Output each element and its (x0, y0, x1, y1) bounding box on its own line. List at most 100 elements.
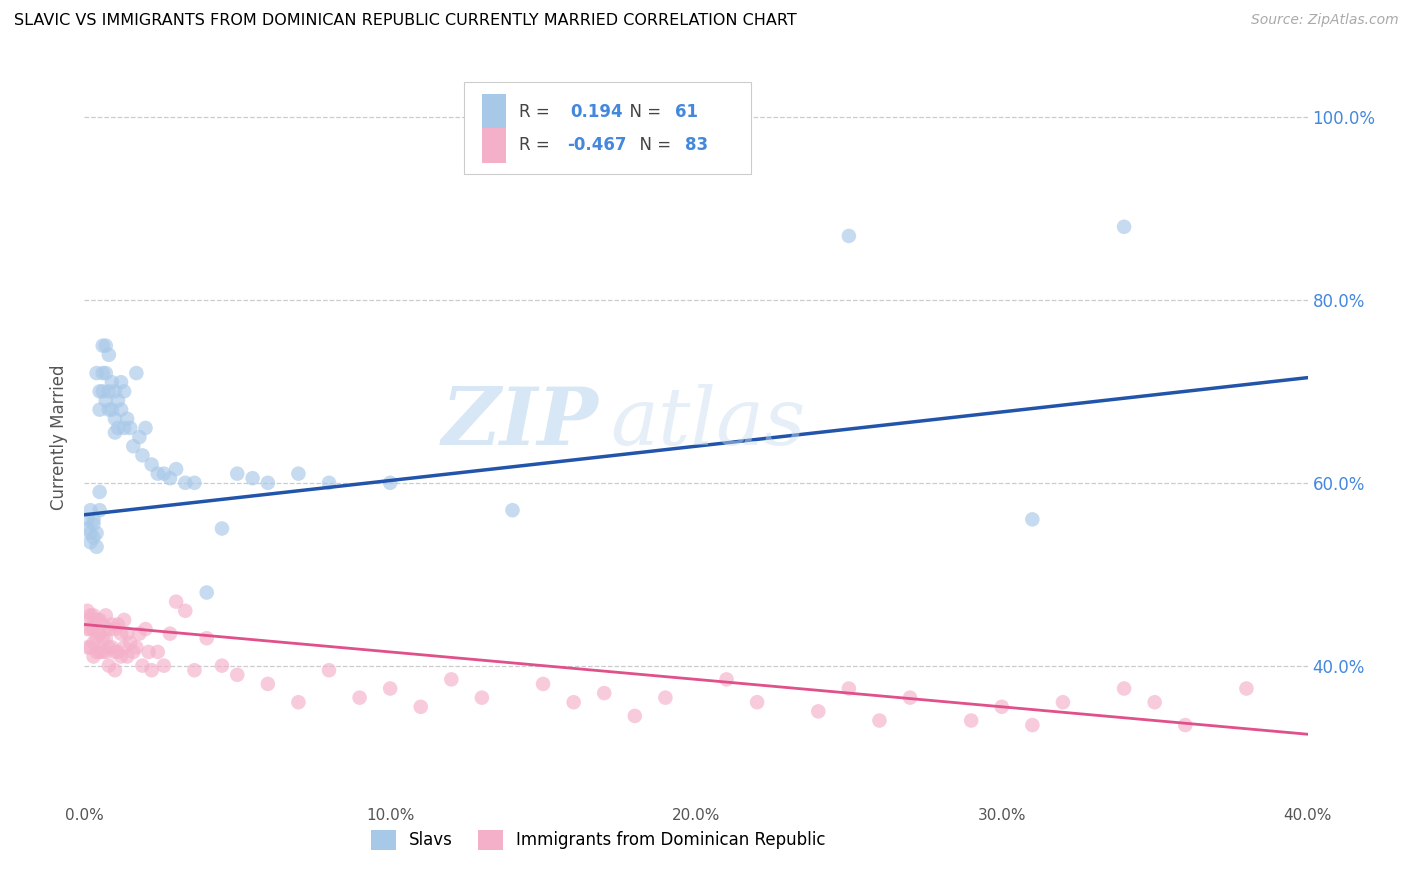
Point (138, 645, 160, 659)
Point (83, 622, 105, 636)
Point (101, 376, 124, 390)
Point (135, 421, 157, 435)
Text: atlas: atlas (610, 384, 806, 461)
Point (380, 681, 402, 696)
Point (531, 677, 554, 691)
Point (97, 402, 120, 417)
Point (97, 658, 120, 673)
Point (122, 439, 145, 453)
Point (318, 663, 340, 677)
Legend: Slavs, Immigrants from Dominican Republic: Slavs, Immigrants from Dominican Republi… (364, 823, 832, 856)
Point (104, 411, 127, 425)
Point (1174, 718, 1197, 732)
Text: R =: R = (519, 136, 554, 154)
Point (1021, 512, 1043, 526)
Point (624, 709, 647, 723)
Point (195, 585, 218, 599)
Point (1021, 718, 1043, 732)
Point (141, 458, 163, 472)
Point (112, 640, 135, 655)
Point (89, 402, 111, 417)
Point (89, 613, 111, 627)
Point (211, 521, 233, 535)
Point (135, 622, 157, 636)
Point (128, 626, 150, 640)
Point (159, 626, 181, 640)
Point (125, 366, 148, 380)
Text: N =: N = (628, 136, 676, 154)
Point (94, 608, 117, 623)
Point (125, 640, 148, 655)
Point (211, 658, 233, 673)
Point (86, 645, 108, 659)
FancyBboxPatch shape (482, 128, 506, 163)
Point (112, 384, 135, 399)
Point (807, 705, 830, 719)
Point (83, 516, 105, 531)
Point (318, 475, 340, 490)
Point (146, 467, 169, 481)
Point (83, 608, 105, 623)
Point (120, 636, 142, 650)
Point (101, 640, 124, 655)
Point (112, 421, 135, 435)
Point (440, 673, 463, 687)
Point (94, 645, 117, 659)
Point (110, 376, 132, 390)
Point (86, 613, 108, 627)
Point (141, 663, 163, 677)
Point (110, 402, 132, 417)
Point (257, 677, 280, 691)
Point (79, 503, 101, 517)
Point (91, 617, 114, 632)
Point (838, 228, 860, 243)
Point (153, 658, 176, 673)
Point (83, 649, 105, 664)
Point (79, 526, 101, 541)
Point (76, 640, 98, 655)
Point (76, 604, 98, 618)
Point (91, 339, 114, 353)
Point (91, 632, 114, 646)
Point (76, 622, 98, 636)
Point (115, 626, 138, 640)
Point (287, 467, 309, 481)
Point (257, 475, 280, 490)
Text: -0.467: -0.467 (568, 136, 627, 154)
Point (380, 475, 402, 490)
Point (79, 535, 101, 549)
Point (838, 681, 860, 696)
Point (76, 613, 98, 627)
Point (89, 384, 111, 399)
Point (97, 348, 120, 362)
Point (86, 366, 108, 380)
Point (107, 421, 129, 435)
Point (159, 471, 181, 485)
Text: Source: ZipAtlas.com: Source: ZipAtlas.com (1251, 13, 1399, 28)
Point (104, 425, 127, 440)
Point (89, 645, 111, 659)
Point (654, 690, 676, 705)
Y-axis label: Currently Married: Currently Married (51, 364, 69, 510)
Point (91, 366, 114, 380)
Point (226, 667, 249, 681)
Point (122, 645, 145, 659)
Text: 83: 83 (685, 136, 709, 154)
Text: 61: 61 (675, 103, 699, 120)
Point (104, 663, 127, 677)
Point (86, 540, 108, 554)
Point (107, 645, 129, 659)
Text: R =: R = (519, 103, 560, 120)
Point (128, 430, 150, 444)
Point (86, 632, 108, 646)
Point (1114, 219, 1136, 234)
Text: 0.194: 0.194 (569, 103, 623, 120)
Point (79, 622, 101, 636)
Point (107, 393, 129, 408)
Point (174, 604, 197, 618)
Point (104, 645, 127, 659)
Point (94, 632, 117, 646)
Point (76, 521, 98, 535)
Point (226, 467, 249, 481)
Point (79, 608, 101, 623)
